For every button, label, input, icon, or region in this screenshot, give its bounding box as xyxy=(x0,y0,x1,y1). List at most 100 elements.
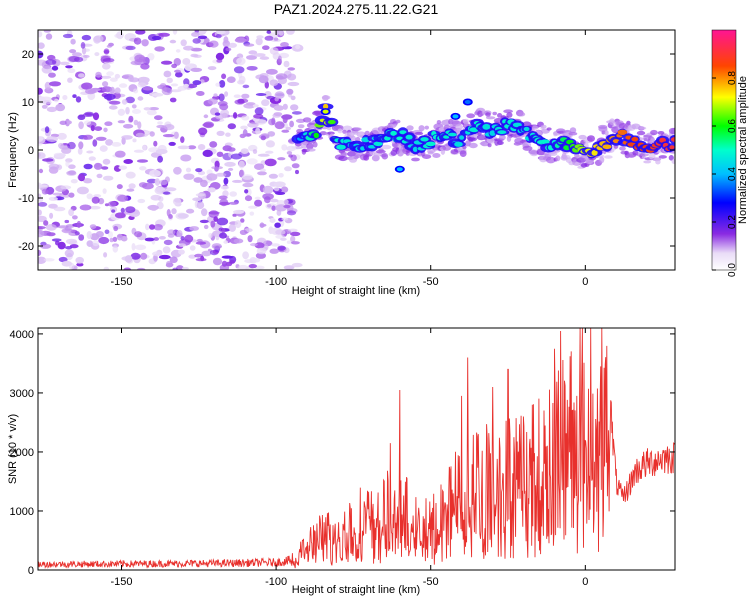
ridge-halo xyxy=(338,155,348,162)
noise-blob xyxy=(247,122,259,128)
noise-blob xyxy=(67,77,73,83)
ridge-core xyxy=(602,144,612,150)
noise-blob xyxy=(154,115,163,121)
noise-blob xyxy=(137,82,147,88)
noise-blob xyxy=(273,181,286,188)
colorbar: 0.0 0.2 0.4 0.6 0.8 Normalized spectral ampl… xyxy=(711,29,749,277)
noise-blob xyxy=(68,192,75,198)
noise-blob xyxy=(190,67,203,72)
noise-blob xyxy=(187,145,197,150)
noise-blob xyxy=(277,55,282,63)
noise-blob xyxy=(172,197,182,206)
noise-blob xyxy=(232,213,237,217)
ridge-halo xyxy=(459,150,467,158)
noise-blob xyxy=(233,112,238,119)
noise-blob xyxy=(83,163,93,170)
noise-blob xyxy=(269,47,279,55)
noise-blob xyxy=(180,39,187,47)
noise-blob xyxy=(114,87,121,94)
noise-blob xyxy=(103,175,114,181)
noise-blob xyxy=(117,194,129,202)
noise-blob xyxy=(249,211,255,216)
noise-blob xyxy=(229,191,237,197)
noise-blob xyxy=(210,220,216,228)
noise-blob xyxy=(45,59,57,65)
noise-blob xyxy=(256,35,264,39)
noise-blob xyxy=(225,47,232,52)
noise-blob xyxy=(120,207,125,213)
noise-blob xyxy=(207,66,217,71)
noise-blob xyxy=(42,158,54,162)
noise-blob xyxy=(274,91,285,99)
noise-blob xyxy=(254,196,261,200)
noise-blob xyxy=(233,94,241,98)
noise-blob xyxy=(274,222,281,228)
noise-blob xyxy=(140,252,148,260)
noise-blob xyxy=(291,111,302,115)
ridge-halo xyxy=(300,142,308,149)
noise-blob xyxy=(153,140,158,147)
noise-blob xyxy=(116,184,123,190)
noise-blob xyxy=(158,32,171,37)
ridge-halo xyxy=(468,142,478,149)
noise-blob xyxy=(48,196,58,201)
noise-blob xyxy=(230,153,243,160)
ridge-halo xyxy=(670,127,675,135)
noise-blob xyxy=(241,115,250,121)
noise-blob xyxy=(134,54,146,63)
noise-blob xyxy=(173,166,182,175)
noise-blob xyxy=(59,61,70,66)
noise-blob xyxy=(106,71,114,76)
noise-blob xyxy=(164,124,175,131)
noise-blob xyxy=(260,135,266,141)
noise-blob xyxy=(64,249,74,258)
noise-blob xyxy=(78,73,85,78)
noise-blob xyxy=(234,220,242,229)
noise-blob xyxy=(101,86,113,93)
noise-blob xyxy=(70,179,78,184)
noise-blob xyxy=(203,224,209,230)
ridge-halo xyxy=(604,155,613,159)
noise-blob xyxy=(156,124,167,129)
colorbar-tick-label: 0.8 xyxy=(727,71,738,85)
noise-blob xyxy=(76,220,82,229)
noise-blob xyxy=(94,126,103,131)
noise-blob xyxy=(165,262,173,268)
ridge-core xyxy=(631,136,639,142)
noise-blob xyxy=(125,171,136,179)
noise-blob xyxy=(93,162,103,170)
noise-blob xyxy=(252,149,258,154)
noise-blob xyxy=(64,219,70,224)
noise-blob xyxy=(265,150,274,154)
ridge-core xyxy=(459,135,465,140)
ridge-halo xyxy=(424,125,429,130)
noise-blob xyxy=(135,132,145,138)
noise-blob xyxy=(121,135,133,140)
noise-blob xyxy=(226,76,236,83)
noise-blob xyxy=(262,45,270,50)
noise-blob xyxy=(38,152,46,159)
noise-blob xyxy=(112,245,119,253)
y-tick-label: 1000 xyxy=(10,506,34,518)
noise-blob xyxy=(149,169,161,177)
noise-blob xyxy=(192,38,201,44)
noise-blob xyxy=(46,136,58,142)
noise-blob xyxy=(237,98,245,104)
noise-blob xyxy=(266,30,272,34)
noise-blob xyxy=(295,169,299,175)
noise-blob xyxy=(102,158,111,165)
noise-blob xyxy=(215,172,227,177)
noise-blob xyxy=(219,201,231,206)
noise-blob xyxy=(197,144,206,151)
noise-blob xyxy=(197,35,208,40)
noise-blob xyxy=(192,80,202,86)
noise-blob xyxy=(213,216,218,222)
noise-blob xyxy=(125,45,136,51)
noise-blob xyxy=(135,30,146,35)
noise-blob xyxy=(109,237,114,243)
noise-blob xyxy=(44,126,50,134)
noise-blob xyxy=(254,163,265,170)
noise-blob xyxy=(275,73,288,80)
noise-blob xyxy=(202,122,214,128)
noise-blob xyxy=(128,183,136,189)
